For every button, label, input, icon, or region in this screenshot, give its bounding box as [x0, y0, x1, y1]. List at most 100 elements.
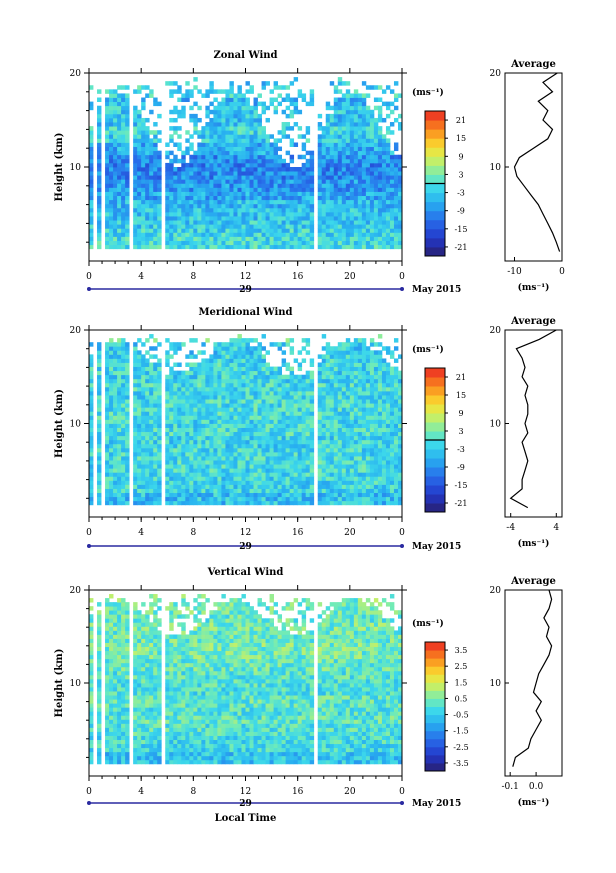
heatmap-cell — [265, 158, 270, 164]
heatmap-cell — [157, 175, 162, 180]
heatmap-cell — [345, 97, 351, 103]
heatmap-cell — [345, 81, 351, 86]
heatmap-cell — [197, 395, 202, 400]
heatmap-cell — [325, 390, 331, 396]
heatmap-cell — [189, 240, 194, 246]
heatmap-cell — [349, 142, 355, 147]
heatmap-cell — [169, 117, 174, 123]
heatmap-cell — [221, 167, 226, 172]
heatmap-cell — [277, 146, 283, 152]
heatmap-cell — [357, 435, 363, 441]
heatmap-cell — [261, 378, 266, 384]
heatmap-cell — [197, 187, 202, 192]
heatmap-cell — [305, 415, 311, 420]
heatmap-cell — [385, 126, 391, 131]
heatmap-cell — [245, 130, 250, 135]
heatmap-cell — [113, 244, 118, 250]
heatmap-cell — [261, 81, 266, 86]
heatmap-cell — [121, 142, 126, 147]
heatmap-cell — [281, 211, 287, 217]
heatmap-cell — [209, 179, 214, 184]
heatmap-cell — [157, 439, 162, 445]
heatmap-cell — [153, 443, 158, 449]
heatmap-cell — [309, 179, 315, 184]
heatmap-cell — [193, 113, 198, 119]
heatmap-cell — [97, 411, 102, 416]
heatmap-cell — [317, 370, 323, 376]
heatmap-cell — [89, 460, 94, 465]
heatmap-cell — [289, 203, 295, 209]
heatmap-cell — [261, 419, 266, 424]
heatmap-cell — [369, 199, 375, 205]
heatmap-cell — [329, 350, 335, 355]
heatmap-cell — [261, 395, 266, 400]
heatmap-cell — [213, 472, 218, 477]
heatmap-cell — [349, 126, 355, 131]
heatmap-cell — [285, 220, 291, 225]
heatmap-cell — [293, 460, 299, 465]
heatmap-cell — [265, 232, 270, 237]
heatmap-cell — [125, 134, 130, 139]
heatmap-cell — [277, 211, 283, 217]
heatmap-cell — [321, 158, 327, 164]
heatmap-cell — [237, 484, 242, 489]
heatmap-cell — [277, 484, 283, 489]
heatmap-cell — [257, 423, 262, 428]
heatmap-cell — [193, 240, 198, 246]
heatmap-cell — [149, 451, 154, 457]
heatmap-cell — [385, 85, 391, 90]
heatmap-cell — [229, 85, 234, 90]
heatmap-cell — [133, 109, 138, 115]
heatmap-cell — [317, 126, 323, 131]
heatmap-cell — [165, 240, 170, 246]
heatmap-cell — [241, 101, 246, 107]
heatmap-cell — [237, 370, 242, 376]
heatmap-cell — [197, 134, 202, 139]
heatmap-cell — [293, 484, 299, 489]
heatmap-cell — [281, 435, 287, 441]
heatmap-cell — [209, 220, 214, 225]
heatmap-cell — [301, 435, 307, 441]
heatmap-cell — [237, 113, 242, 119]
heatmap-cell — [273, 150, 278, 156]
heatmap-cell — [365, 183, 371, 188]
heatmap-cell — [257, 395, 262, 400]
heatmap-cell — [337, 240, 343, 246]
heatmap-cell — [253, 236, 258, 241]
heatmap-cell — [273, 105, 278, 111]
heatmap-cell — [233, 117, 238, 123]
heatmap-cell — [349, 492, 355, 498]
heatmap-cell — [229, 183, 234, 188]
heatmap-cell — [181, 97, 186, 103]
heatmap-cell — [277, 244, 283, 250]
heatmap-cell — [153, 382, 158, 388]
heatmap-cell — [321, 195, 327, 201]
heatmap-cell — [285, 199, 291, 205]
heatmap-cell — [185, 179, 190, 184]
heatmap-cell — [245, 89, 250, 94]
heatmap-cell — [245, 472, 250, 477]
heatmap-cell — [229, 382, 234, 388]
heatmap-cell — [173, 175, 178, 180]
heatmap-cell — [133, 415, 138, 420]
heatmap-cell — [265, 378, 270, 384]
heatmap-cell — [137, 171, 142, 176]
heatmap-cell — [153, 374, 158, 380]
heatmap-cell — [301, 399, 307, 404]
colorbar-tick-label: 15 — [456, 134, 466, 143]
heatmap-cell — [241, 472, 246, 477]
heatmap-cell — [333, 447, 339, 453]
heatmap-cell — [137, 419, 142, 424]
heatmap-cell — [201, 476, 206, 481]
heatmap-cell — [149, 370, 154, 376]
heatmap-cell — [217, 203, 222, 209]
heatmap-cell — [117, 395, 122, 400]
heatmap-cell — [353, 89, 359, 94]
heatmap-cell — [225, 350, 230, 355]
heatmap-cell — [153, 228, 158, 233]
heatmap-cell — [193, 122, 198, 127]
heatmap-cell — [213, 154, 218, 160]
heatmap-cell — [97, 403, 102, 408]
heatmap-cell — [357, 183, 363, 188]
